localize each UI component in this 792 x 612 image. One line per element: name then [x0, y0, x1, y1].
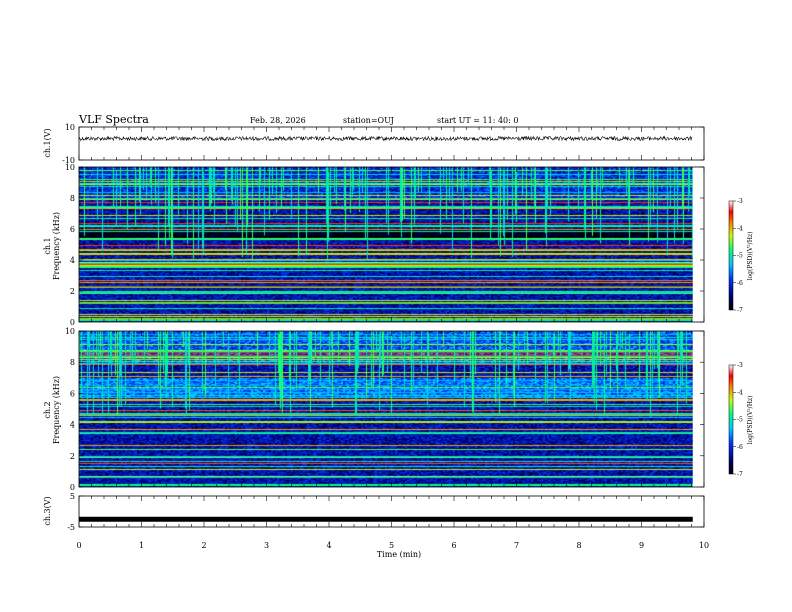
colorbar-tick-label: -3: [737, 198, 743, 205]
x-tick-label: 10: [699, 541, 709, 550]
ch3-waveform-trace: [79, 516, 693, 522]
ch2-spectrogram-panel: 0 2 4 6 8 10: [65, 327, 705, 492]
y-tick-label: 5: [70, 492, 75, 501]
colorbar-tick-label: -3: [737, 362, 743, 369]
colorbar-tick-label: -4: [737, 225, 743, 232]
station-label: station=OUJ: [343, 116, 394, 125]
ch2-colorbar: log(PSD)(V²/Hz) -3 -4 -5 -6 -7: [728, 362, 754, 478]
y-tick-label: 8: [70, 358, 75, 367]
ch1-spectrogram-image: [79, 167, 693, 322]
ch1-spec-ylabel-line1: ch.1: [43, 237, 52, 254]
y-tick-label: 6: [70, 389, 75, 398]
ch2-colorbar-gradient: [728, 364, 734, 475]
start-time-label: start UT = 11: 40: 0: [437, 116, 518, 125]
colorbar-tick-label: -6: [737, 280, 743, 287]
colorbar-tick-label: -7: [737, 307, 743, 314]
y-tick-label: 4: [70, 256, 75, 265]
colorbar-tick-label: -7: [737, 471, 743, 478]
x-tick-label: 4: [326, 541, 331, 550]
ch2-spec-ylabel-line2: Frequency (kHz): [52, 376, 61, 444]
ch1-waveform-trace: [78, 135, 693, 142]
y-tick-label: 6: [70, 225, 75, 234]
spectrogram-gap: [692, 331, 704, 487]
y-tick-label: -10: [62, 156, 75, 165]
x-tick-label: 1: [139, 541, 144, 550]
ch3-waveform-panel: 5 -5: [67, 492, 705, 532]
y-tick-label: 10: [65, 163, 75, 172]
ch3-ylabel: ch.3(V): [43, 496, 52, 525]
ch1-spec-ylabel-line2: Frequency (kHz): [52, 212, 61, 280]
ch1-colorbar-gradient: [728, 200, 734, 311]
ch2-spec-ylabel-line1: ch.2: [43, 401, 52, 418]
y-tick-label: 2: [70, 287, 75, 296]
x-tick-label: 3: [264, 541, 269, 550]
colorbar-tick-label: -5: [737, 253, 743, 260]
x-tick-label: 8: [576, 541, 581, 550]
y-tick-label: 4: [70, 421, 75, 430]
x-tick-labels: 0 1 2 3 4 5 6 7 8 9 10: [76, 541, 709, 550]
colorbar-tick-label: -5: [737, 417, 743, 424]
y-tick-label: 8: [70, 194, 75, 203]
y-tick-label: -5: [67, 523, 75, 532]
ch1-colorbar: log(PSD)(V²/Hz) -3 -4 -5 -6 -7: [728, 198, 754, 314]
x-tick-label: 0: [76, 541, 81, 550]
x-tick-label: 7: [514, 541, 519, 550]
x-tick-label: 2: [201, 541, 206, 550]
x-tick-label: 5: [389, 541, 394, 550]
ch1-colorbar-label: log(PSD)(V²/Hz): [747, 232, 754, 281]
y-tick-label: 0: [70, 318, 75, 327]
colorbar-tick-label: -6: [737, 444, 743, 451]
ch1-waveform-panel: 10 -10: [62, 123, 705, 165]
ch1-spectrogram-panel: 0 2 4 6 8 10: [65, 163, 705, 327]
date-label: Feb. 28, 2026: [250, 116, 306, 125]
spectrogram-gap: [692, 167, 704, 322]
figure-title: VLF Spectra: [78, 113, 149, 126]
x-tick-label: 9: [639, 541, 644, 550]
colorbar-tick-label: -4: [737, 389, 743, 396]
x-tick-label: 6: [451, 541, 456, 550]
y-tick-label: 10: [65, 327, 75, 336]
y-tick-label: 0: [70, 483, 75, 492]
x-axis-label: Time (min): [377, 550, 421, 559]
y-tick-label: 2: [70, 452, 75, 461]
ch2-colorbar-label: log(PSD)(V²/Hz): [747, 396, 754, 445]
y-tick-label: 10: [65, 123, 75, 132]
ch2-spectrogram-image: [79, 331, 693, 487]
ch1-ylabel: ch.1(V): [43, 128, 52, 157]
